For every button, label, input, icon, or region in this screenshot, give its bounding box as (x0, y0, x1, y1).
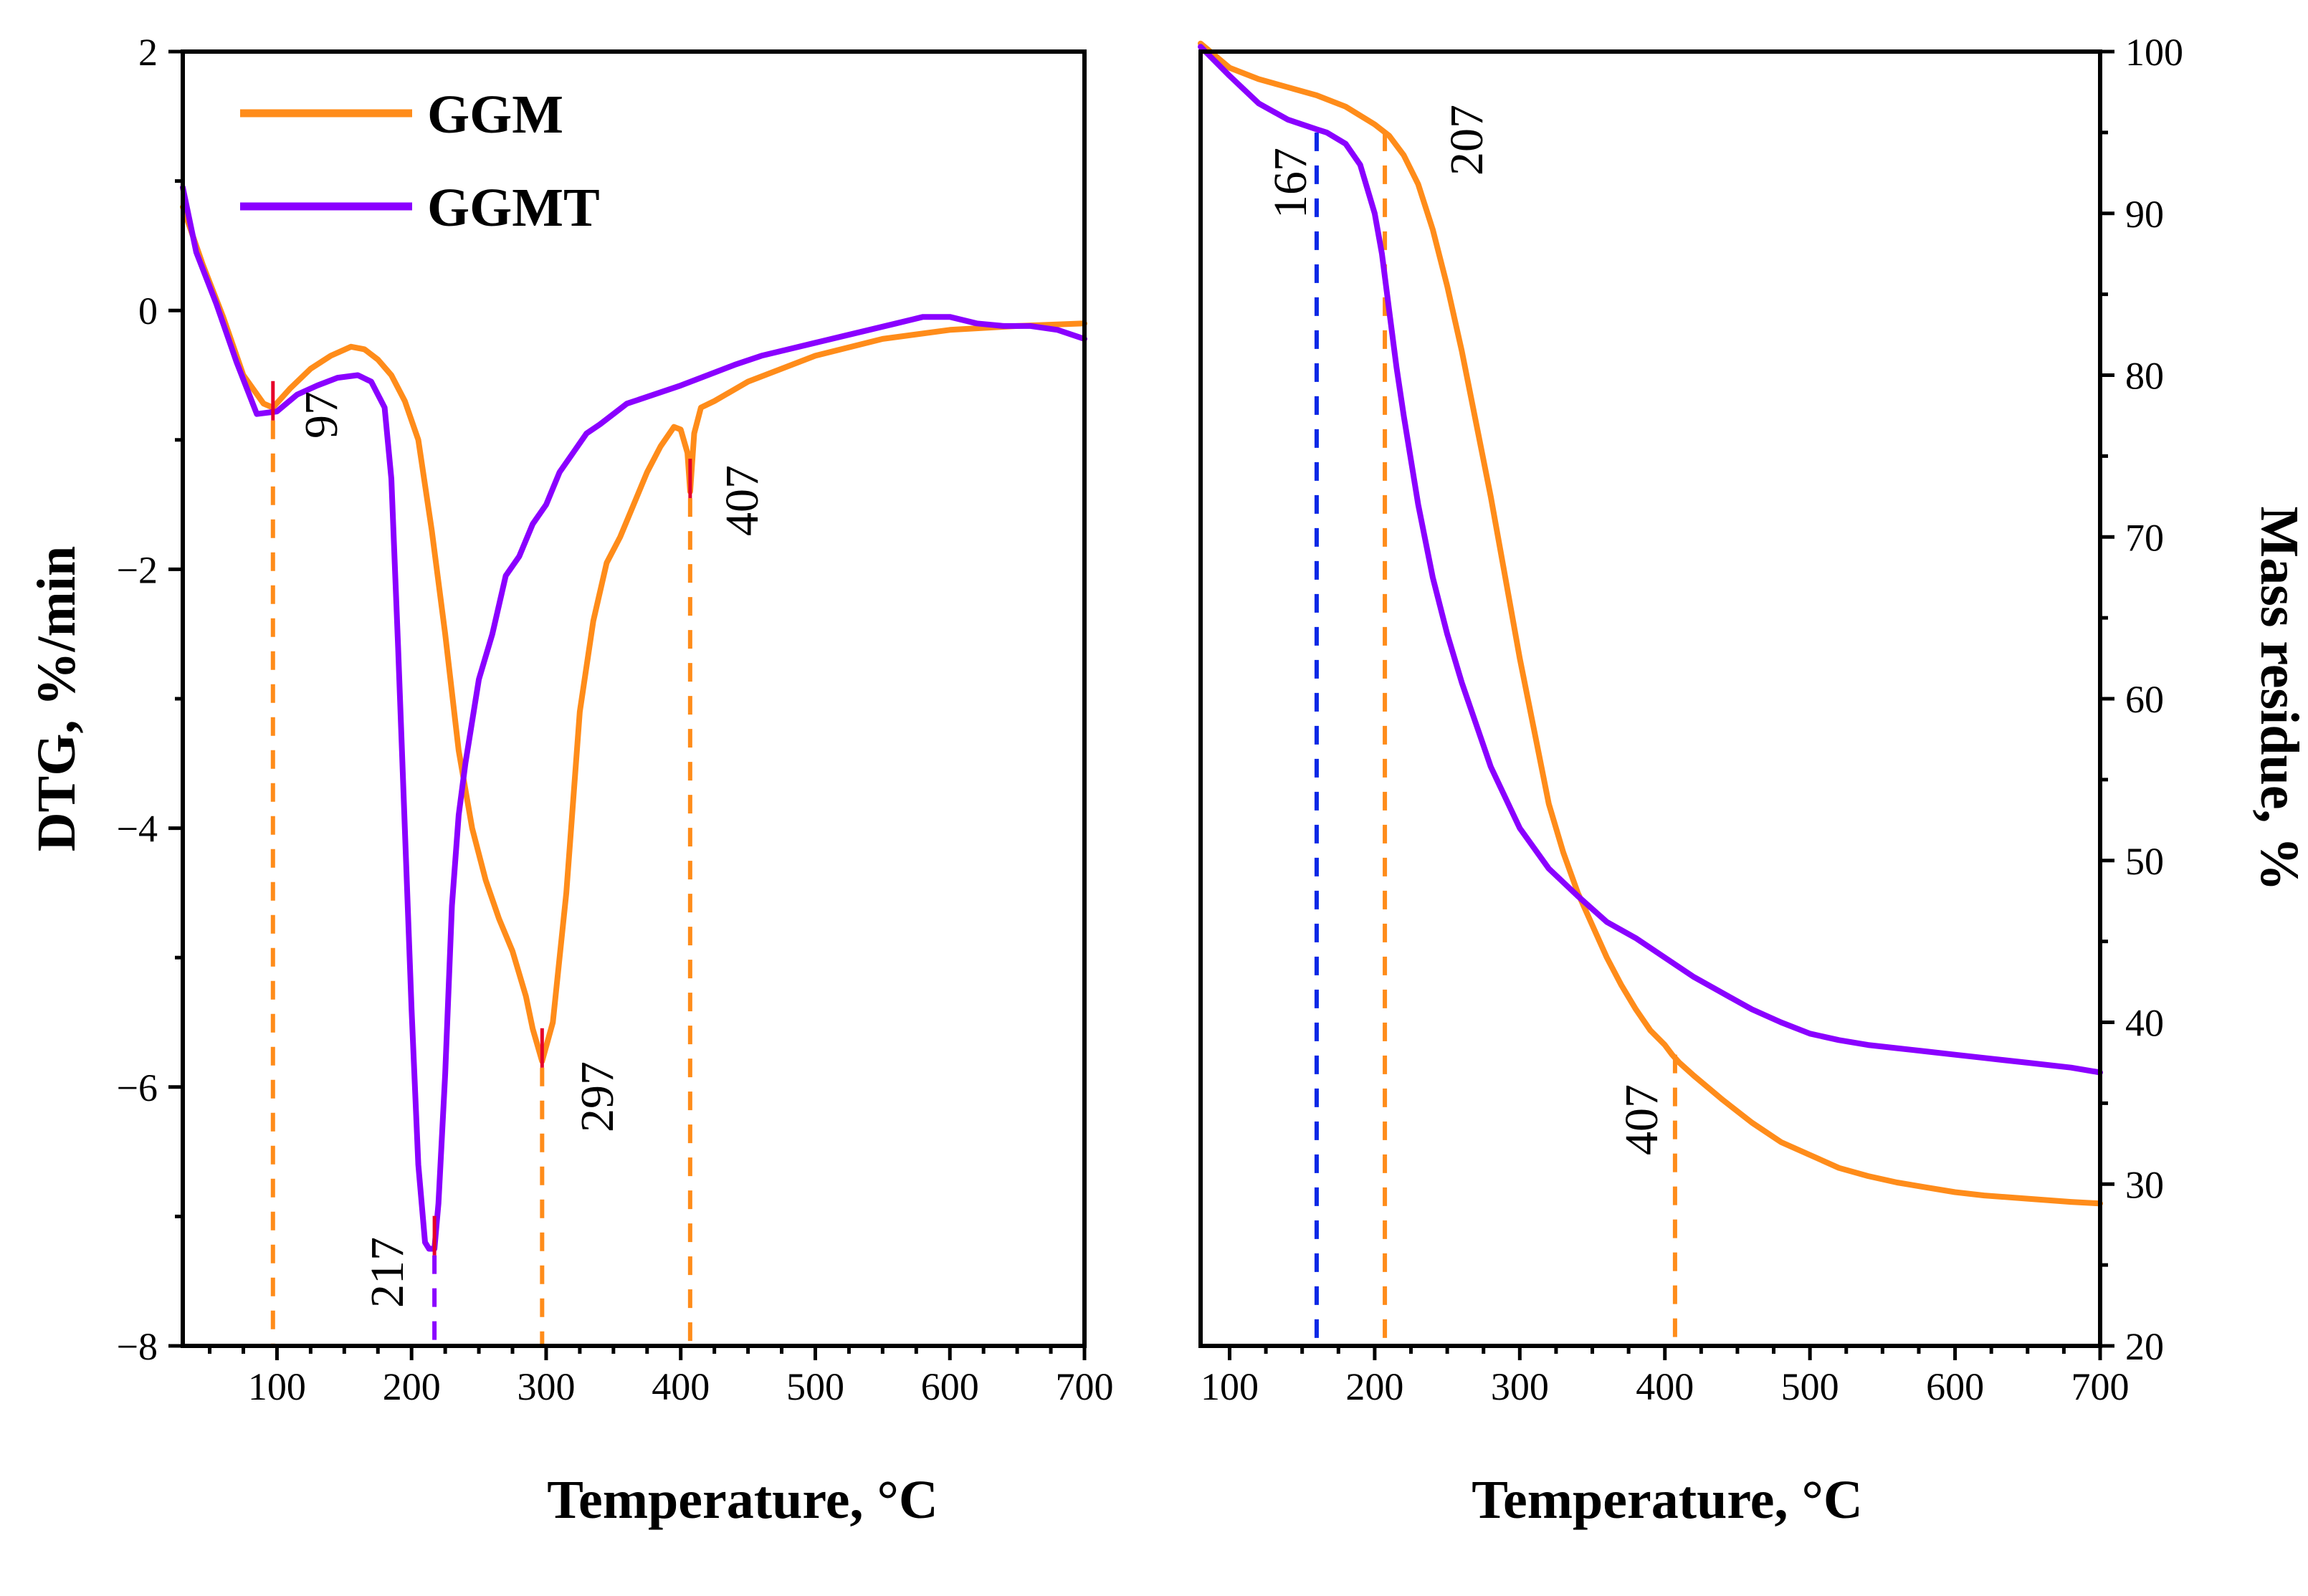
tg-series-ggmt (1198, 44, 2103, 1076)
tg-annotation-label-207: 207 (1441, 105, 1493, 176)
tg-y-tick-label: 40 (2125, 1002, 2164, 1045)
dtg-x-tick-label: 200 (383, 1365, 441, 1408)
dtg-x-ticks: 100 200 300 400 500 600 700 (208, 1346, 1114, 1408)
tg-y-tick-label: 90 (2125, 193, 2164, 236)
legend-label-ggmt: GGMT (427, 178, 600, 238)
dtg-x-tick-label: 700 (1056, 1365, 1114, 1408)
tg-x-tick-label: 200 (1345, 1365, 1403, 1408)
dtg-x-tick-label: 300 (517, 1365, 575, 1408)
dtg-y-ticks: 2 0 −2 −4 −6 −8 (117, 31, 183, 1368)
tg-annotation-lines (1314, 132, 1677, 1346)
tg-y-tick-label: 30 (2125, 1163, 2164, 1206)
dtg-series (180, 184, 1087, 1252)
mass-residue-panel: 100 200 300 400 500 600 700 20 30 40 50 60 70 80 90 10… (1198, 31, 2308, 1530)
dtg-x-tick-label: 100 (248, 1365, 306, 1408)
tg-y-tick-label: 100 (2125, 31, 2183, 74)
tg-x-ticks: 100 200 300 400 500 600 700 (1201, 1346, 2130, 1408)
tg-annotation-label-167: 167 (1264, 148, 1317, 219)
tg-series (1198, 40, 2103, 1207)
dtg-y-tick-label: −2 (117, 548, 158, 591)
legend: GGM GGMT (240, 85, 600, 238)
dtg-x-tick-label: 500 (786, 1365, 844, 1408)
tg-y-tick-label: 60 (2125, 678, 2164, 721)
dtg-y-tick-label: −4 (117, 808, 158, 851)
dtg-annotation-lines (270, 420, 692, 1346)
dtg-annotation-label-217: 217 (361, 1237, 414, 1308)
dtg-y-tick-label: 2 (138, 31, 158, 74)
tg-y-tick-label: 70 (2125, 516, 2164, 559)
dtg-x-axis-title: Temperature, °C (547, 1470, 938, 1530)
dtg-panel: 100 200 300 400 500 600 700 2 0 −2 −4 −6 −8 97 217 29… (27, 31, 1114, 1530)
tg-x-tick-label: 100 (1201, 1365, 1259, 1408)
dtg-annotation-label-97: 97 (295, 391, 348, 439)
dtg-annotation-label-407: 407 (716, 465, 768, 536)
dtg-y-axis-title: DTG, %/min (27, 546, 87, 852)
tg-y-ticks: 20 30 40 50 60 70 80 90 100 (2100, 31, 2183, 1368)
tg-x-tick-label: 700 (2071, 1365, 2130, 1408)
tg-x-tick-label: 500 (1781, 1365, 1839, 1408)
dtg-y-tick-label: −6 (117, 1066, 158, 1109)
tg-y-tick-label: 20 (2125, 1325, 2164, 1368)
tg-annotation-labels: 167 207 407 (1264, 105, 1668, 1155)
dtg-x-tick-label: 600 (921, 1365, 979, 1408)
tg-x-tick-label: 600 (1926, 1365, 1984, 1408)
tg-annotation-label-407: 407 (1616, 1084, 1668, 1155)
dtg-x-tick-label: 400 (652, 1365, 710, 1408)
dtg-y-tick-label: −8 (117, 1325, 158, 1368)
dtg-series-ggmt (180, 184, 1087, 1252)
tg-y-axis-title: Mass residue, % (2249, 507, 2308, 892)
tg-y-tick-label: 80 (2125, 355, 2164, 398)
dtg-y-tick-label: 0 (138, 290, 158, 333)
tg-x-axis-title: Temperature, °C (1472, 1470, 1862, 1530)
dtg-annotation-labels: 97 217 297 407 (295, 391, 768, 1308)
tg-y-tick-label: 50 (2125, 840, 2164, 883)
tg-x-tick-label: 300 (1491, 1365, 1549, 1408)
dtg-annotation-label-297: 297 (571, 1061, 624, 1132)
dtg-peak-marks (271, 381, 692, 1256)
legend-label-ggm: GGM (427, 85, 563, 145)
tg-x-tick-label: 400 (1636, 1365, 1694, 1408)
